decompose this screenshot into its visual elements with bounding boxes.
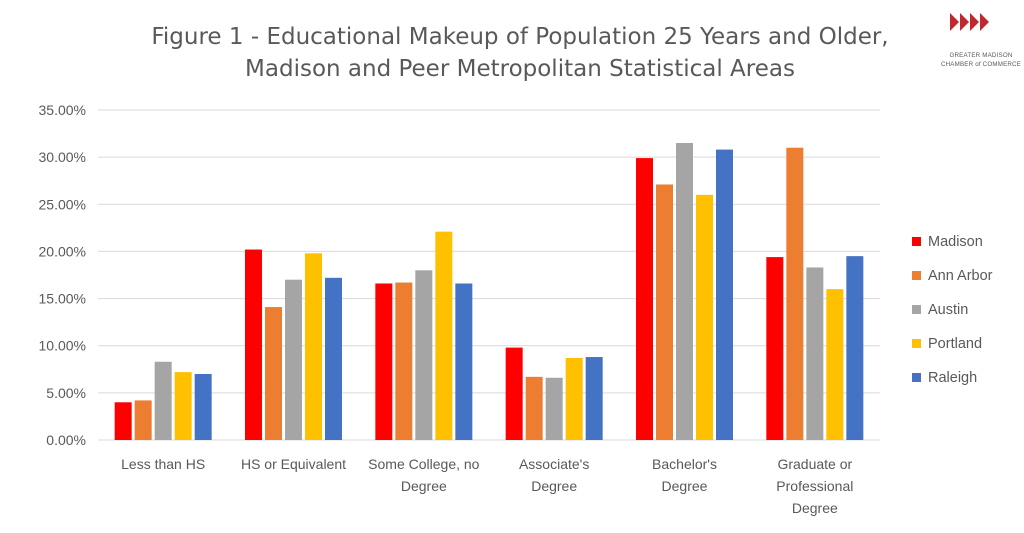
bar-ann-arbor-3: [525, 376, 543, 440]
y-axis-ticks: 0.00% 5.00% 10.00% 15.00% 20.00% 25.00% 30.00%…: [39, 102, 86, 448]
y-tick-label: 30.00%: [39, 149, 86, 165]
y-tick-label: 5.00%: [46, 385, 86, 401]
bar-madison-3: [505, 347, 523, 440]
y-tick-label: 0.00%: [46, 432, 86, 448]
legend-label: Raleigh: [928, 370, 977, 386]
legend-swatch: [912, 373, 921, 382]
bar-austin-1: [285, 279, 302, 440]
y-tick-label: 20.00%: [39, 243, 86, 259]
x-category-label: Less than HS: [121, 456, 205, 472]
legend-swatch: [912, 339, 921, 348]
bar-portland-1: [305, 253, 322, 440]
logo-line-1: GREATER MADISON: [949, 52, 1012, 59]
bar-austin-2: [415, 270, 433, 440]
bars: [114, 143, 864, 441]
x-category-label: Some College, no: [368, 456, 480, 472]
bar-raleigh-5: [846, 256, 864, 440]
bar-ann-arbor-2: [395, 282, 413, 440]
bar-portland-0: [174, 372, 192, 440]
legend-label: Portland: [928, 336, 982, 352]
x-category-label: Degree: [401, 478, 447, 494]
bar-austin-3: [545, 377, 563, 440]
bar-ann-arbor-4: [656, 184, 673, 440]
x-category-label: Associate's: [519, 456, 589, 472]
chamber-logo: GREATER MADISON CHAMBER of COMMERCE: [941, 13, 1021, 68]
bar-raleigh-0: [194, 374, 212, 440]
logo-chevron-2: [960, 13, 969, 31]
logo-chevron-1: [950, 13, 959, 31]
legend-label: Madison: [928, 234, 983, 250]
bar-madison-0: [114, 402, 132, 440]
bar-raleigh-3: [585, 357, 603, 440]
bar-portland-2: [435, 231, 453, 440]
x-category-label: Degree: [531, 478, 577, 494]
legend-swatch: [912, 271, 921, 280]
bar-raleigh-1: [325, 277, 342, 440]
x-category-label: Graduate or: [777, 456, 852, 472]
legend-swatch: [912, 237, 921, 246]
legend-label: Ann Arbor: [928, 268, 993, 284]
x-axis-categories: Less than HS HS or Equivalent Some College…: [121, 456, 853, 516]
x-category-label: Bachelor's: [652, 456, 717, 472]
y-tick-label: 10.00%: [39, 338, 86, 354]
bar-raleigh-2: [455, 283, 473, 440]
bar-portland-5: [826, 289, 844, 440]
legend-label: Austin: [928, 302, 968, 318]
bar-ann-arbor-0: [134, 400, 152, 440]
y-tick-label: 15.00%: [39, 291, 86, 307]
bar-austin-5: [806, 267, 824, 440]
logo-line-2: CHAMBER of COMMERCE: [941, 61, 1021, 68]
bar-raleigh-4: [716, 149, 733, 440]
y-tick-label: 25.00%: [39, 196, 86, 212]
logo-chevron-3: [970, 13, 979, 31]
chart-title-line-2: Madison and Peer Metropolitan Statistica…: [245, 56, 795, 82]
bar-portland-4: [696, 194, 713, 440]
legend-swatch: [912, 305, 921, 314]
bar-ann-arbor-1: [265, 307, 282, 440]
logo-chevron-4: [980, 13, 989, 31]
bar-portland-3: [565, 357, 583, 440]
bar-madison-2: [375, 283, 393, 440]
bar-madison-4: [636, 158, 653, 441]
x-category-label: Degree: [662, 478, 708, 494]
bar-ann-arbor-5: [786, 147, 804, 440]
chart-title: Figure 1 - Educational Makeup of Populat…: [151, 24, 888, 82]
y-tick-label: 35.00%: [39, 102, 86, 118]
bar-austin-0: [154, 361, 172, 440]
x-category-label: Professional: [776, 478, 853, 494]
x-category-label: Degree: [792, 500, 838, 516]
chart-title-line-1: Figure 1 - Educational Makeup of Populat…: [151, 24, 888, 50]
legend: Madison Ann Arbor Austin Portland Raleigh: [912, 234, 993, 386]
bar-madison-5: [766, 257, 784, 440]
bar-madison-1: [245, 249, 262, 440]
x-category-label: HS or Equivalent: [241, 456, 346, 472]
gridlines: [98, 109, 880, 441]
bar-austin-4: [676, 143, 693, 440]
